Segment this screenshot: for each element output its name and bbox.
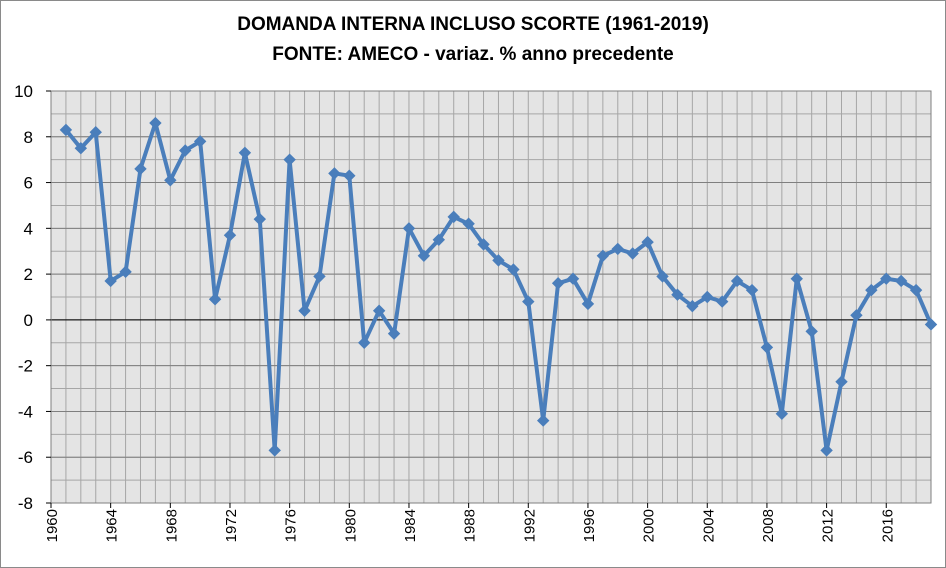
chart-subtitle: FONTE: AMECO - variaz. % anno precedente xyxy=(272,44,674,65)
data-point xyxy=(372,304,386,317)
data-point xyxy=(283,153,296,166)
data-point xyxy=(790,272,803,285)
plot-border xyxy=(50,90,932,504)
data-point xyxy=(462,217,475,230)
data-point xyxy=(880,272,893,285)
data-point xyxy=(865,283,878,297)
data-point xyxy=(536,414,550,427)
data-point xyxy=(581,297,595,311)
y-tick-label: 0 xyxy=(24,311,33,330)
data-point xyxy=(909,283,923,297)
y-tick-label: 2 xyxy=(24,265,33,284)
y-tick-label: 4 xyxy=(24,219,33,238)
data-point xyxy=(238,146,252,160)
data-point xyxy=(507,263,520,276)
x-tick-label: 1960 xyxy=(44,509,61,542)
x-tick-label: 1984 xyxy=(402,509,419,542)
data-point xyxy=(596,249,610,263)
data-point xyxy=(641,235,654,249)
data-point xyxy=(850,309,863,322)
x-tick-label: 1992 xyxy=(521,509,538,542)
x-tick-label: 2008 xyxy=(760,509,777,542)
data-point xyxy=(626,247,639,260)
data-point xyxy=(268,444,281,457)
data-point xyxy=(298,304,311,317)
data-point xyxy=(402,222,416,235)
data-point xyxy=(447,210,460,224)
data-point xyxy=(671,288,684,301)
y-tick-label: -4 xyxy=(18,402,33,421)
x-tick-label: 1988 xyxy=(462,509,479,542)
data-point xyxy=(432,233,446,246)
data-point xyxy=(208,293,222,306)
data-point xyxy=(74,142,88,155)
chart-title: DOMANDA INTERNA INCLUSO SCORTE (1961-201… xyxy=(237,14,709,35)
data-point xyxy=(820,444,833,457)
data-point xyxy=(417,249,431,263)
x-tick-label: 1976 xyxy=(283,509,300,542)
x-tick-label: 1968 xyxy=(163,509,180,542)
y-tick-label: -2 xyxy=(18,357,33,376)
data-point xyxy=(59,123,73,137)
data-point xyxy=(223,228,237,242)
x-tick-label: 2016 xyxy=(879,509,896,542)
data-point xyxy=(253,212,267,226)
data-point xyxy=(730,274,744,288)
y-tick-label: 10 xyxy=(14,82,33,101)
data-point xyxy=(343,169,356,182)
data-point xyxy=(164,174,177,187)
data-point xyxy=(104,274,117,288)
data-point xyxy=(924,318,938,331)
data-point xyxy=(775,407,789,420)
data-point xyxy=(313,270,326,283)
data-point xyxy=(328,167,341,180)
data-point xyxy=(477,238,490,251)
data-point xyxy=(149,116,162,130)
y-tick-label: -8 xyxy=(18,494,33,513)
x-tick-label: 1972 xyxy=(223,509,240,542)
data-point xyxy=(894,274,908,288)
data-point xyxy=(387,327,401,340)
x-tick-label: 1980 xyxy=(342,509,359,542)
x-tick-label: 1996 xyxy=(581,509,598,542)
data-point xyxy=(745,283,759,297)
data-point xyxy=(805,325,818,338)
x-tick-label: 2000 xyxy=(641,509,658,542)
data-point xyxy=(119,265,132,279)
x-tick-label: 2012 xyxy=(820,509,837,542)
data-point xyxy=(179,144,192,157)
data-point xyxy=(686,299,699,313)
data-point xyxy=(492,254,505,267)
y-tick-label: -6 xyxy=(18,448,33,467)
data-point xyxy=(656,270,669,283)
data-point xyxy=(522,295,535,308)
data-point xyxy=(835,375,848,388)
data-point xyxy=(611,242,624,256)
data-point xyxy=(701,290,714,304)
data-point xyxy=(89,125,102,139)
data-point xyxy=(715,295,729,308)
data-point xyxy=(193,135,207,148)
x-tick-label: 1964 xyxy=(104,509,121,542)
data-point xyxy=(760,341,774,354)
data-point xyxy=(358,336,371,349)
data-point xyxy=(551,277,565,290)
data-point xyxy=(566,272,580,285)
x-tick-label: 2004 xyxy=(700,509,717,542)
data-point xyxy=(134,162,147,176)
y-tick-label: 6 xyxy=(24,174,33,193)
y-tick-label: 8 xyxy=(24,128,33,147)
